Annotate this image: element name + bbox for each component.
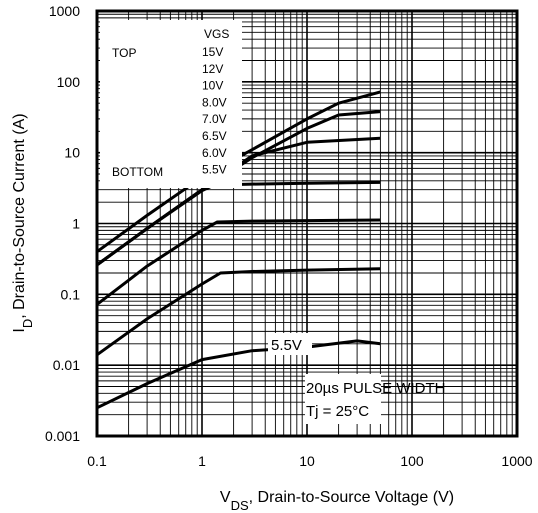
x-tick-label: 100: [400, 453, 424, 469]
y-tick-label: 0.1: [61, 286, 81, 302]
series-line-6: [96, 267, 381, 357]
legend: VGS TOP BOTTOM 15V 12V 10V 8.0V 7.0V 6.5V 6.0V…: [100, 20, 242, 188]
pulse-note-box: 20µs PULSE WIDTH Tj = 25°C: [305, 374, 446, 424]
x-axis-title: VDS, Drain-to-Source Voltage (V): [220, 489, 454, 513]
legend-entry: 12V: [202, 62, 223, 76]
y-tick-label: 100: [57, 74, 81, 90]
y-tick-label: 1: [72, 216, 80, 232]
x-tick-label: 10: [299, 453, 315, 469]
legend-entry: 15V: [202, 45, 223, 59]
y-tick-label: 10: [64, 145, 80, 161]
legend-entry: 10V: [202, 79, 223, 93]
legend-entry: 5.5V: [202, 163, 227, 177]
temp-note: Tj = 25°C: [306, 403, 369, 420]
y-axis-title: ID, Drain-to-Source Current (A): [11, 113, 35, 332]
x-tick-label: 1: [198, 453, 206, 469]
x-tick-label: 1000: [501, 453, 532, 469]
legend-entry: 7.0V: [202, 112, 227, 126]
legend-entry: 6.5V: [202, 129, 227, 143]
pulse-note: 20µs PULSE WIDTH: [306, 380, 446, 397]
legend-top-label: TOP: [112, 46, 136, 60]
legend-header: VGS: [204, 27, 229, 41]
x-tick-label: 0.1: [87, 453, 107, 469]
curve-label: 5.5V: [271, 337, 302, 354]
curve-label-box: 5.5V: [268, 333, 312, 355]
y-tick-labels: 1000 100 10 1 0.1 0.01 0.001: [45, 3, 80, 444]
series-line-5: [96, 218, 381, 306]
series-line-1: [96, 90, 381, 253]
plot-frame: [95, 9, 519, 438]
y-tick-label: 1000: [49, 3, 80, 19]
legend-bottom-label: BOTTOM: [112, 165, 163, 179]
y-tick-label: 0.01: [53, 357, 80, 373]
y-tick-label: 0.001: [45, 428, 80, 444]
series-line-7: [96, 339, 381, 410]
legend-entry: 6.0V: [202, 146, 227, 160]
legend-entry: 8.0V: [202, 95, 227, 109]
x-tick-labels: 0.1 1 10 100 1000: [87, 453, 533, 469]
